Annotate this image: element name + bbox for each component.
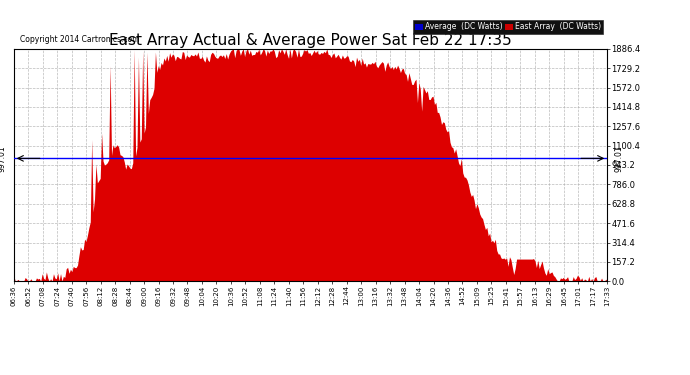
Text: 997.01: 997.01 <box>0 145 7 172</box>
Text: 997.01: 997.01 <box>614 145 624 172</box>
Text: Copyright 2014 Cartronics.com: Copyright 2014 Cartronics.com <box>20 35 139 44</box>
Legend: Average  (DC Watts), East Array  (DC Watts): Average (DC Watts), East Array (DC Watts… <box>413 20 603 34</box>
Title: East Array Actual & Average Power Sat Feb 22 17:35: East Array Actual & Average Power Sat Fe… <box>109 33 512 48</box>
